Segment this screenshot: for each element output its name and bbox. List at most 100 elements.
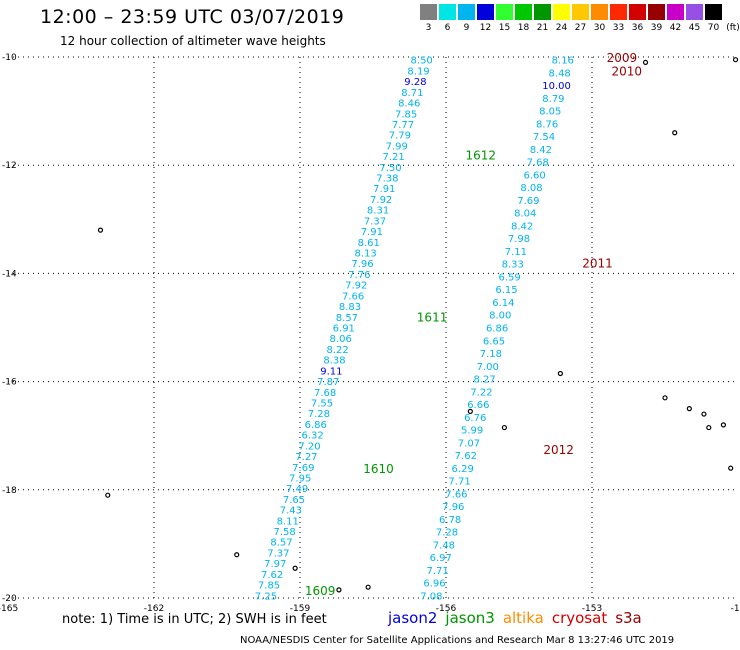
island-shape [292,565,298,571]
swh-value: 6.32 [302,431,324,442]
swh-value: 8.42 [530,145,552,156]
swh-value: 7.55 [311,398,333,409]
swh-value: 7.71 [427,566,449,577]
swh-value: 7.54 [533,132,555,143]
swh-value: 6.14 [492,298,514,309]
swh-value: 8.33 [502,260,524,271]
lon-tick-label: -153 [582,604,602,614]
color-swatch [477,4,494,20]
color-swatch [610,4,627,20]
island-shape [672,130,678,136]
swh-value: 8.48 [549,68,571,79]
swh-value: 7.38 [376,174,398,185]
swh-value: 8.50 [411,56,433,67]
legend-item-cryosat: cryosat [551,609,608,627]
swh-value: 7.07 [458,438,480,449]
swh-value: 7.98 [508,234,530,245]
color-swatch [572,4,589,20]
island-shape [686,406,692,412]
swh-value: 6.86 [305,420,327,431]
color-swatch [458,4,475,20]
swh-value: 7.66 [445,489,467,500]
swh-value: 8.38 [323,356,345,367]
swh-value: 7.91 [373,184,395,195]
island-shape [336,587,342,593]
color-swatch [648,4,665,20]
island-shape [467,408,473,414]
color-swatch [686,4,703,20]
lon-tick-label: -159 [290,604,311,614]
swh-value: 7.69 [292,463,314,474]
color-swatch-label: 3 [425,23,432,33]
swh-value: 8.06 [330,334,352,345]
color-swatch-label: 9 [463,23,470,33]
swh-value: 8.16 [552,56,574,67]
island-shape [732,57,739,63]
swh-value: 7.21 [383,152,405,163]
swh-value: 7.95 [289,473,311,484]
swh-value: 8.00 [489,311,511,322]
swh-value: 7.68 [527,158,549,169]
island-shape [557,370,563,377]
swh-value: 6.15 [495,285,517,296]
swh-value: 8.19 [407,66,429,77]
swh-value: 7.43 [280,506,302,517]
color-swatch-label: 12 [479,23,492,33]
color-swatch [629,4,646,20]
color-swatch [515,4,532,20]
swh-value: 7.68 [314,388,336,399]
swh-value: 7.50 [379,163,401,174]
color-swatch [534,4,551,20]
swh-value: 8.31 [367,206,389,217]
swh-value: 7.76 [348,270,370,281]
swh-value: 8.11 [277,516,299,527]
color-swatch [496,4,513,20]
lat-tick-label: -12 [2,161,17,171]
color-swatch [553,4,570,20]
page-subtitle: 12 hour collection of altimeter wave hei… [60,34,326,48]
pass-time-label: 2010 [611,65,642,79]
satellite-legend: jason2 jason3 altika cryosat s3a [388,609,650,627]
swh-value: 8.05 [539,107,561,118]
swh-value: 7.96 [351,259,373,270]
swh-value: 7.87 [317,377,339,388]
swh-value: 7.28 [308,409,330,420]
swh-value: 8.27 [473,375,495,386]
swh-value: 7.79 [389,131,411,142]
swh-value: 8.04 [514,209,536,220]
swh-value: 7.48 [433,540,455,551]
swh-value: 8.08 [520,183,542,194]
pass-time-label: 1612 [465,148,496,162]
color-scale-unit: (ft) [726,23,740,33]
color-swatch-label: 36 [631,23,644,33]
swh-value: 7.71 [448,477,470,488]
swh-value: 8.42 [511,221,533,232]
lat-tick-label: -18 [2,486,17,496]
pass-time-label: 2009 [607,51,638,65]
swh-value: 8.13 [354,249,376,260]
swh-value: 7.18 [480,349,502,360]
swh-value: 7.37 [267,548,289,559]
color-swatch [591,4,608,20]
swh-value: 6.66 [467,400,489,411]
swh-value: 7.20 [298,441,320,452]
swh-value: 7.00 [477,362,499,373]
lon-tick-label: -156 [436,604,457,614]
swh-value: 7.49 [286,484,308,495]
swh-value: 8.79 [542,94,564,105]
swh-value: 7.58 [273,527,295,538]
color-swatch-label: 15 [498,23,511,33]
island-shape [365,584,371,590]
swh-value: 8.57 [270,538,292,549]
legend-item-jason3: jason3 [445,609,495,627]
swh-value: 7.85 [258,581,280,592]
swh-value: 7.37 [364,216,386,227]
swh-value: 7.62 [455,451,477,462]
pass-time-label: 2012 [543,443,574,457]
swh-value: 7.28 [436,528,458,539]
swh-value: 6.76 [464,413,486,424]
color-swatch [420,4,437,20]
island-shape [642,59,649,66]
color-swatch-label: 18 [517,23,530,33]
